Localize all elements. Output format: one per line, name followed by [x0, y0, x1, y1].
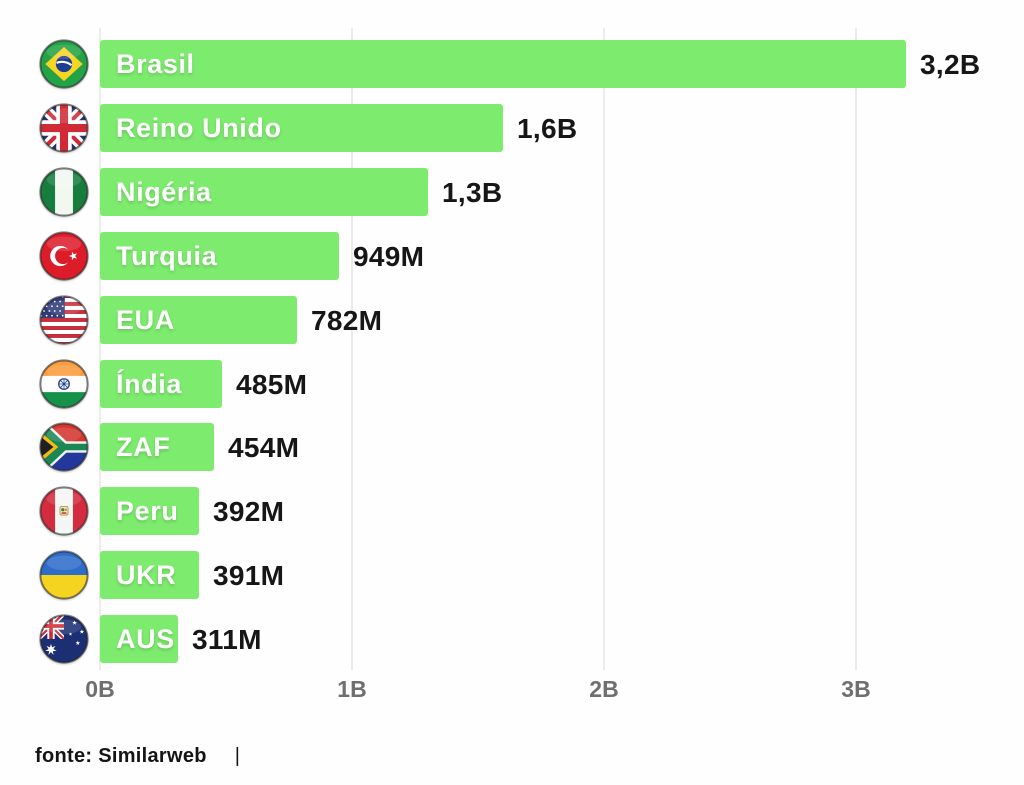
south-africa-flag-icon — [38, 421, 90, 473]
chart-row: Índia 485M — [0, 358, 1024, 410]
usa-flag-icon — [38, 294, 90, 346]
gridline-0b — [99, 28, 101, 670]
chart-row: UKR 391M — [0, 549, 1024, 601]
footer: fonte: Similarweb | — [35, 745, 240, 768]
value-label: 3,2B — [920, 49, 981, 80]
chart-row: Peru 392M — [0, 485, 1024, 537]
country-label: Índia — [116, 368, 183, 399]
chart-row: ZAF 454M — [0, 421, 1024, 473]
ukraine-flag-icon — [38, 549, 90, 601]
value-label: 454M — [228, 432, 300, 464]
value-label: 1,3B — [442, 176, 503, 208]
bar: Índia — [100, 359, 222, 408]
x-tick-1b: 1B — [337, 676, 367, 702]
value-label: 311M — [192, 624, 262, 656]
country-label: Nigéria — [116, 176, 212, 207]
gridline-3b — [855, 28, 857, 670]
x-tick-0b: 0B — [85, 676, 115, 702]
country-label: Peru — [116, 496, 179, 527]
peru-flag-icon — [38, 485, 90, 537]
india-flag-icon — [38, 358, 90, 410]
country-label: Brasil — [116, 49, 195, 79]
australia-flag-icon — [38, 613, 90, 665]
bar: AUS — [100, 615, 178, 664]
chart-row: Brasil 3,2B — [0, 38, 1024, 90]
brazil-flag-icon — [38, 38, 90, 90]
value-label: 392M — [213, 496, 285, 528]
value-label: 949M — [353, 240, 425, 272]
x-tick-3b: 3B — [841, 676, 871, 702]
value-label: 485M — [236, 368, 308, 400]
bar: Peru — [100, 487, 199, 536]
bar: Reino Unido — [100, 103, 503, 152]
chart-row: Turquia 949M — [0, 230, 1024, 282]
chart-row: EUA 782M — [0, 294, 1024, 346]
gridline-1b — [351, 28, 353, 670]
country-label: Turquia — [116, 240, 218, 271]
text-cursor: | — [234, 745, 241, 767]
value-label: 1,6B — [517, 112, 578, 144]
country-label: ZAF — [116, 432, 171, 463]
country-label: UKR — [116, 560, 177, 591]
value-label: 391M — [213, 560, 285, 592]
country-label: EUA — [116, 304, 175, 335]
source-label: fonte: Similarweb — [35, 745, 207, 767]
chart-row: Reino Unido 1,6B — [0, 102, 1024, 154]
country-label: Reino Unido — [116, 112, 282, 143]
bar: EUA — [100, 295, 297, 344]
value-label: 782M — [311, 304, 383, 336]
chart-row: Nigéria 1,3B — [0, 166, 1024, 218]
bar: Turquia — [100, 231, 339, 280]
chart-row: AUS 311M — [0, 613, 1024, 665]
bar: ZAF — [100, 423, 214, 472]
uk-flag-icon — [38, 102, 90, 154]
nigeria-flag-icon — [38, 166, 90, 218]
bar: UKR — [100, 551, 199, 600]
bar: Brasil — [100, 40, 906, 88]
country-label: AUS — [116, 624, 175, 655]
turkey-flag-icon — [38, 230, 90, 282]
x-tick-2b: 2B — [589, 676, 619, 702]
bar: Nigéria — [100, 167, 428, 216]
gridline-2b — [603, 28, 605, 670]
